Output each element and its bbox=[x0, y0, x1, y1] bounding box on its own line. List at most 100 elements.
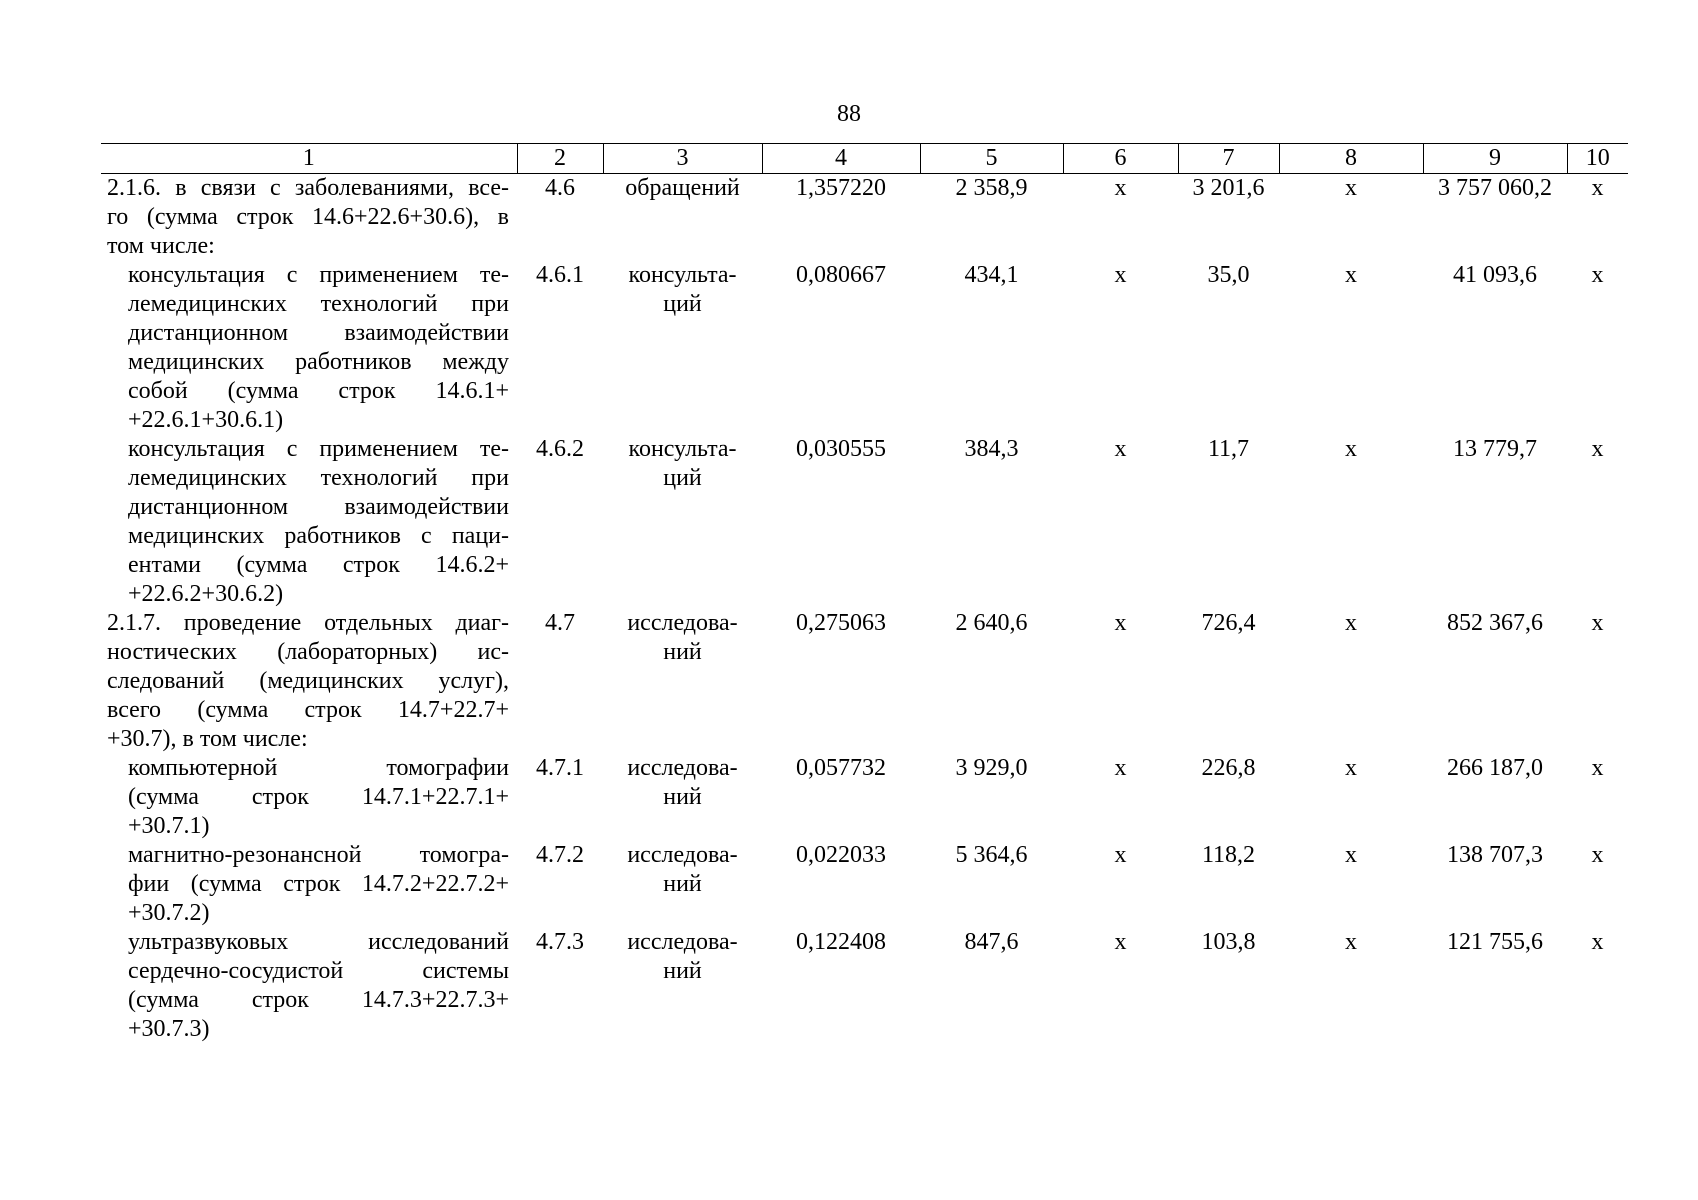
cell: 0,057732 bbox=[796, 755, 886, 781]
name-line: го (сумма строк 14.6+22.6+30.6), в bbox=[107, 204, 509, 230]
cell: х bbox=[1114, 755, 1127, 781]
cell: 726,4 bbox=[1201, 610, 1256, 636]
table-row: компьютерной томографии (сумма строк 14.7… bbox=[101, 754, 1628, 841]
cell: 852 367,6 bbox=[1447, 610, 1543, 636]
row-unit: консульта-ций bbox=[603, 261, 762, 435]
cell: 3 201,6 bbox=[1192, 175, 1265, 201]
name-line: +30.7.1) bbox=[128, 813, 210, 839]
unit-line: исследова- bbox=[627, 842, 738, 868]
row-unit: консульта-ций bbox=[603, 435, 762, 609]
header-row: 1 2 3 4 5 6 7 8 9 10 bbox=[101, 143, 1628, 174]
cell: 0,275063 bbox=[796, 610, 886, 636]
header-cell: 6 bbox=[1062, 143, 1179, 174]
name-line: +30.7), в том числе: bbox=[107, 726, 308, 752]
row-code: 4.6 bbox=[545, 175, 575, 201]
header-cell: 8 bbox=[1278, 143, 1424, 174]
row-unit: исследова-ний bbox=[603, 841, 762, 928]
cell: 266 187,0 bbox=[1447, 755, 1543, 781]
name-line: ентами (сумма строк 14.6.2+ bbox=[128, 552, 509, 578]
page-number: 88 bbox=[837, 101, 861, 127]
cell: 2 358,9 bbox=[955, 175, 1028, 201]
unit-line: исследова- bbox=[627, 929, 738, 955]
name-line: том числе: bbox=[107, 233, 215, 259]
cell: х bbox=[1345, 842, 1357, 868]
cell: 13 779,7 bbox=[1453, 436, 1537, 462]
name-line: +30.7.3) bbox=[128, 1016, 210, 1042]
cell: 0,022033 bbox=[796, 842, 886, 868]
row-unit: исследова-ний bbox=[603, 928, 762, 1044]
name-line: (сумма строк 14.7.1+22.7.1+ bbox=[128, 784, 509, 810]
name-line: медицинских работников с паци- bbox=[128, 523, 509, 549]
cell: х bbox=[1114, 610, 1127, 636]
name-line: магнитно-резонансной томогра- bbox=[128, 842, 509, 868]
header-cell: 10 bbox=[1566, 143, 1628, 174]
cell: 121 755,6 bbox=[1447, 929, 1543, 955]
cell: 0,030555 bbox=[796, 436, 886, 462]
unit-line: исследова- bbox=[627, 755, 738, 781]
cell: 1,357220 bbox=[796, 175, 886, 201]
cell: 226,8 bbox=[1201, 755, 1256, 781]
cell: 3 929,0 bbox=[955, 755, 1028, 781]
name-line: (сумма строк 14.7.3+22.7.3+ bbox=[128, 987, 509, 1013]
cell: 118,2 bbox=[1201, 842, 1256, 868]
table: 1 2 3 4 5 6 7 8 9 10 2.1.6. в связи с заболевания… bbox=[101, 143, 1628, 1044]
name-line: консультация с применением те- bbox=[128, 262, 509, 288]
cell: х bbox=[1114, 262, 1127, 288]
name-line: 2.1.6. в связи с заболеваниями, все- bbox=[107, 175, 509, 201]
table-row: 2.1.6. в связи с заболеваниями, все-го (… bbox=[101, 174, 1628, 262]
name-line: всего (сумма строк 14.7+22.7+ bbox=[107, 697, 509, 723]
row-code: 4.6.1 bbox=[536, 262, 584, 288]
name-line: +22.6.2+30.6.2) bbox=[128, 581, 284, 607]
row-name: консультация с применением те-лемедицинс… bbox=[101, 435, 517, 609]
cell: 0,080667 bbox=[796, 262, 886, 288]
row-unit: исследова-ний bbox=[603, 754, 762, 841]
name-line: консультация с применением те- bbox=[128, 436, 509, 462]
row-code: 4.7.3 bbox=[536, 929, 584, 955]
name-line: фии (сумма строк 14.7.2+22.7.2+ bbox=[128, 871, 509, 897]
row-unit: исследова-ний bbox=[603, 609, 762, 754]
cell: 384,3 bbox=[964, 436, 1019, 462]
table-body: 2.1.6. в связи с заболеваниями, все-го (… bbox=[101, 174, 1628, 1045]
unit-line: консульта- bbox=[628, 262, 737, 288]
cell: х bbox=[1345, 929, 1357, 955]
cell: 0,122408 bbox=[796, 929, 886, 955]
name-line: +30.7.2) bbox=[128, 900, 210, 926]
cell: 3 757 060,2 bbox=[1438, 175, 1552, 201]
unit-line: обращений bbox=[625, 175, 740, 201]
cell: 35,0 bbox=[1207, 262, 1250, 288]
cell: х bbox=[1345, 610, 1357, 636]
cell: 847,6 bbox=[964, 929, 1019, 955]
cell: х bbox=[1345, 755, 1357, 781]
cell: х bbox=[1591, 436, 1604, 462]
table-row: консультация с применением те-лемедицинс… bbox=[101, 261, 1628, 435]
unit-line: ний bbox=[663, 639, 702, 665]
cell: х bbox=[1591, 175, 1604, 201]
cell: 11,7 bbox=[1207, 436, 1250, 462]
name-line: ультразвуковых исследований bbox=[128, 929, 509, 955]
unit-line: ний bbox=[663, 784, 702, 810]
cell: х bbox=[1591, 755, 1604, 781]
cell: 138 707,3 bbox=[1447, 842, 1543, 868]
header-cell: 4 bbox=[761, 143, 921, 174]
row-name: магнитно-резонансной томогра-фии (сумма … bbox=[101, 841, 517, 928]
row-code: 4.7 bbox=[545, 610, 575, 636]
row-name: ультразвуковых исследований сердечно-сосу… bbox=[101, 928, 517, 1044]
unit-line: ций bbox=[663, 465, 702, 491]
name-line: дистанционном взаимодействии bbox=[128, 494, 509, 520]
cell: 5 364,6 bbox=[955, 842, 1028, 868]
name-line: дистанционном взаимодействии bbox=[128, 320, 509, 346]
header-cell: 5 bbox=[919, 143, 1064, 174]
name-line: +22.6.1+30.6.1) bbox=[128, 407, 284, 433]
name-line: медицинских работников между bbox=[128, 349, 509, 375]
unit-line: ций bbox=[663, 291, 702, 317]
cell: х bbox=[1114, 436, 1127, 462]
table-row: ультразвуковых исследований сердечно-сосу… bbox=[101, 928, 1628, 1044]
cell: 2 640,6 bbox=[955, 610, 1028, 636]
cell: 103,8 bbox=[1201, 929, 1256, 955]
unit-line: ний bbox=[663, 958, 702, 984]
row-name: компьютерной томографии (сумма строк 14.7… bbox=[101, 754, 517, 841]
header-cell: 7 bbox=[1177, 143, 1280, 174]
cell: 41 093,6 bbox=[1453, 262, 1537, 288]
table-row: 2.1.7. проведение отдельных диаг-ностиче… bbox=[101, 609, 1628, 754]
